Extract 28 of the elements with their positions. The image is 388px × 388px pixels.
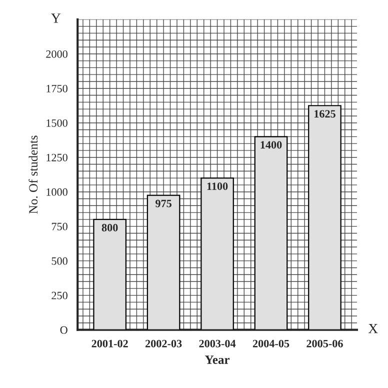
bar <box>308 105 342 330</box>
text: X <box>368 324 378 334</box>
bar <box>93 218 127 330</box>
x-tick-label: 2003-04 <box>199 340 236 348</box>
y-tick-label: 1250 <box>46 154 68 162</box>
x-tick-label: 2002-03 <box>146 340 182 348</box>
x-tick-label: 2005-06 <box>306 340 343 348</box>
y-tick-label: 2000 <box>46 50 68 58</box>
y-axis-title: No. Of students <box>28 136 38 214</box>
x-tick-label: 2001-02 <box>92 340 128 348</box>
x-axis-title: Year <box>205 356 230 364</box>
text: Y <box>51 14 61 23</box>
x-tick-label: 2004-05 <box>252 340 290 348</box>
data-label: 1400 <box>260 141 282 149</box>
y-tick-label: 500 <box>52 257 68 265</box>
y-tick-label: 250 <box>52 292 68 300</box>
y-tick-label: 1000 <box>46 188 68 196</box>
y-tick-label: 1750 <box>46 84 68 92</box>
data-label: 800 <box>102 224 118 232</box>
y-tick-label: O <box>60 326 68 334</box>
y-tick-label: 750 <box>52 222 68 230</box>
bar <box>200 177 234 330</box>
bar <box>146 194 180 330</box>
data-label: 1625 <box>314 110 336 118</box>
data-label: 1100 <box>207 182 228 190</box>
y-tick-label: 1500 <box>46 119 68 127</box>
bar <box>254 136 288 330</box>
data-label: 975 <box>156 200 172 208</box>
